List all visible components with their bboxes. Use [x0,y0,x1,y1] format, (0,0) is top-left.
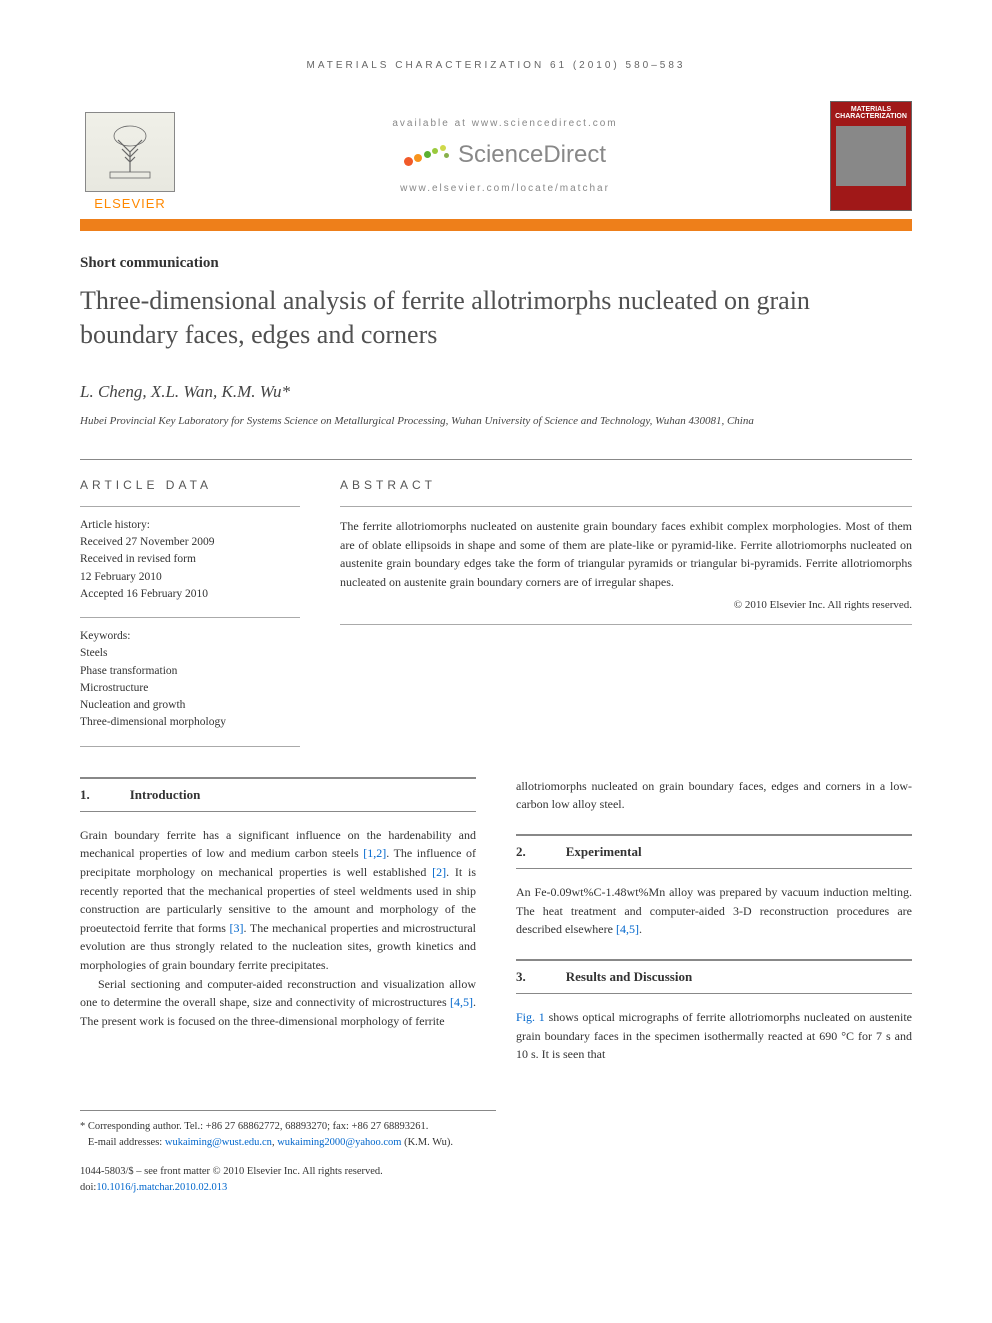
body-text: . [639,922,642,936]
doi-line: doi:10.1016/j.matchar.2010.02.013 [80,1180,912,1196]
section-number: 1. [80,785,90,805]
sciencedirect-logo: ScienceDirect [200,141,810,169]
abstract-heading: ABSTRACT [340,478,912,492]
bottom-info: 1044-5803/$ – see front matter © 2010 El… [80,1164,912,1196]
section-number: 3. [516,967,526,987]
history-label: Article history: [80,517,300,534]
copyright-line: © 2010 Elsevier Inc. All rights reserved… [340,597,912,625]
citation-link[interactable]: [4,5] [616,922,639,936]
meta-abstract-row: ARTICLE DATA Article history: Received 2… [80,459,912,747]
elsevier-logo: ELSEVIER [80,101,180,211]
article-type: Short communication [80,255,912,272]
email-label: E-mail addresses: [88,1137,165,1148]
accepted-date: Accepted 16 February 2010 [80,586,300,603]
banner-center: available at www.sciencedirect.com Scien… [180,118,830,194]
section-title: Experimental [566,842,642,862]
paragraph: Serial sectioning and computer-aided rec… [80,975,476,1031]
orange-divider [80,219,912,231]
article-data-heading: ARTICLE DATA [80,478,300,492]
email-tail: (K.M. Wu). [401,1137,453,1148]
keyword: Three-dimensional morphology [80,714,300,731]
front-matter-line: 1044-5803/$ – see front matter © 2010 El… [80,1164,912,1180]
paragraph: Grain boundary ferrite has a significant… [80,826,476,975]
section-heading-results: 3. Results and Discussion [516,959,912,994]
journal-url: www.elsevier.com/locate/matchar [200,183,810,194]
keyword: Nucleation and growth [80,697,300,714]
body-text: An Fe-0.09wt%C-1.48wt%Mn alloy was prepa… [516,885,912,936]
affiliation: Hubei Provincial Key Laboratory for Syst… [80,414,912,429]
corresponding-author: * Corresponding author. Tel.: +86 27 688… [80,1119,496,1135]
journal-cover-thumbnail: MATERIALS CHARACTERIZATION [830,101,912,211]
cover-title: MATERIALS CHARACTERIZATION [835,106,907,120]
abstract-text: The ferrite allotriomorphs nucleated on … [340,506,912,625]
section-title: Introduction [130,785,201,805]
journal-banner: ELSEVIER available at www.sciencedirect.… [80,101,912,211]
body-text: Serial sectioning and computer-aided rec… [80,977,476,1010]
keyword: Phase transformation [80,663,300,680]
email-link[interactable]: wukaiming2000@yahoo.com [277,1137,401,1148]
keyword: Steels [80,645,300,662]
sciencedirect-dots-icon [404,143,454,167]
citation-link[interactable]: [3] [230,921,244,935]
section-title: Results and Discussion [566,967,692,987]
paragraph-continuation: allotriomorphs nucleated on grain bounda… [516,777,912,814]
meta-bottom-rule [80,746,300,747]
citation-link[interactable]: [2] [432,865,446,879]
cover-image-placeholder [836,126,906,186]
body-text: shows optical micrographs of ferrite all… [516,1010,912,1061]
doi-link[interactable]: 10.1016/j.matchar.2010.02.013 [96,1182,227,1193]
sciencedirect-wordmark: ScienceDirect [458,141,606,169]
figure-link[interactable]: Fig. 1 [516,1010,545,1024]
elsevier-tree-icon [85,112,175,192]
available-at-text: available at www.sciencedirect.com [200,118,810,129]
doi-label: doi: [80,1182,96,1193]
left-column: 1. Introduction Grain boundary ferrite h… [80,777,476,1064]
article-data-column: ARTICLE DATA Article history: Received 2… [80,478,300,747]
paper-title: Three-dimensional analysis of ferrite al… [80,284,912,352]
right-column: allotriomorphs nucleated on grain bounda… [516,777,912,1064]
footnotes: * Corresponding author. Tel.: +86 27 688… [80,1110,496,1151]
elsevier-wordmark: ELSEVIER [94,196,166,211]
keyword: Microstructure [80,680,300,697]
section-heading-experimental: 2. Experimental [516,834,912,869]
abstract-body: The ferrite allotriomorphs nucleated on … [340,519,912,589]
citation-link[interactable]: [1,2] [363,846,386,860]
email-line: E-mail addresses: wukaiming@wust.edu.cn,… [80,1135,496,1151]
running-header: MATERIALS CHARACTERIZATION 61 (2010) 580… [80,60,912,71]
body-two-columns: 1. Introduction Grain boundary ferrite h… [80,777,912,1064]
email-link[interactable]: wukaiming@wust.edu.cn [165,1137,272,1148]
revised-line2: 12 February 2010 [80,569,300,586]
section-number: 2. [516,842,526,862]
abstract-column: ABSTRACT The ferrite allotriomorphs nucl… [340,478,912,747]
received-date: Received 27 November 2009 [80,534,300,551]
paragraph: Fig. 1 shows optical micrographs of ferr… [516,1008,912,1064]
keywords-label: Keywords: [80,628,300,645]
authors: L. Cheng, X.L. Wan, K.M. Wu* [80,382,912,402]
revised-line1: Received in revised form [80,551,300,568]
paragraph: An Fe-0.09wt%C-1.48wt%Mn alloy was prepa… [516,883,912,939]
article-history: Article history: Received 27 November 20… [80,506,300,603]
keywords-block: Keywords: Steels Phase transformation Mi… [80,617,300,732]
section-heading-intro: 1. Introduction [80,777,476,812]
citation-link[interactable]: [4,5] [450,995,473,1009]
